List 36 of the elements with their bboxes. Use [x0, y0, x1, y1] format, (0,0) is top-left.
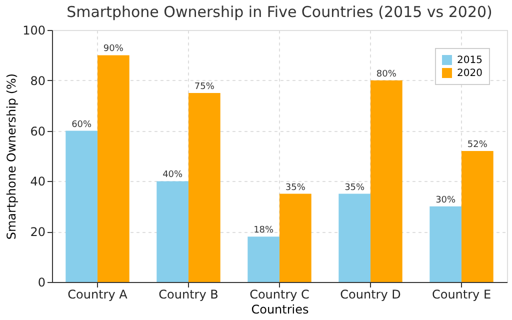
y-tick-label: 80: [30, 74, 46, 88]
bar: [98, 55, 130, 282]
bar: [188, 93, 220, 282]
y-tick-label: 60: [30, 124, 46, 138]
bar: [338, 194, 370, 282]
data-label: 52%: [467, 140, 488, 150]
data-label: 35%: [344, 182, 366, 193]
bar: [370, 80, 402, 282]
y-tick-label: 100: [22, 24, 46, 38]
x-tick-label: Country E: [432, 288, 492, 302]
legend-label: 2015: [457, 55, 482, 66]
data-label: 35%: [285, 182, 306, 193]
x-tick-label: Country D: [340, 288, 401, 302]
data-label: 75%: [194, 82, 215, 92]
data-label: 90%: [103, 44, 124, 54]
y-axis-title: Smartphone Ownership (%): [4, 73, 19, 240]
y-tick-label: 0: [38, 276, 46, 290]
x-axis-title: Countries: [251, 302, 309, 316]
y-tick-label: 20: [30, 225, 46, 240]
y-tick-label: 40: [30, 174, 46, 189]
legend-label: 2020: [457, 68, 482, 79]
data-label: 80%: [376, 69, 397, 80]
data-label: 30%: [436, 195, 456, 206]
x-tick-label: Country A: [68, 288, 128, 302]
x-tick-label: Country C: [250, 288, 310, 302]
bar: [248, 236, 280, 282]
data-label: 40%: [162, 170, 184, 180]
bar: [280, 194, 312, 282]
bar: [462, 150, 494, 282]
data-label: 18%: [254, 226, 274, 236]
data-label: 60%: [72, 120, 92, 130]
x-tick-label: Country B: [158, 288, 218, 302]
bar: [66, 130, 98, 282]
chart-title: Smartphone Ownership in Five Countries (2015 vs 2020): [66, 3, 492, 21]
bar: [156, 181, 188, 282]
bar: [430, 206, 462, 282]
